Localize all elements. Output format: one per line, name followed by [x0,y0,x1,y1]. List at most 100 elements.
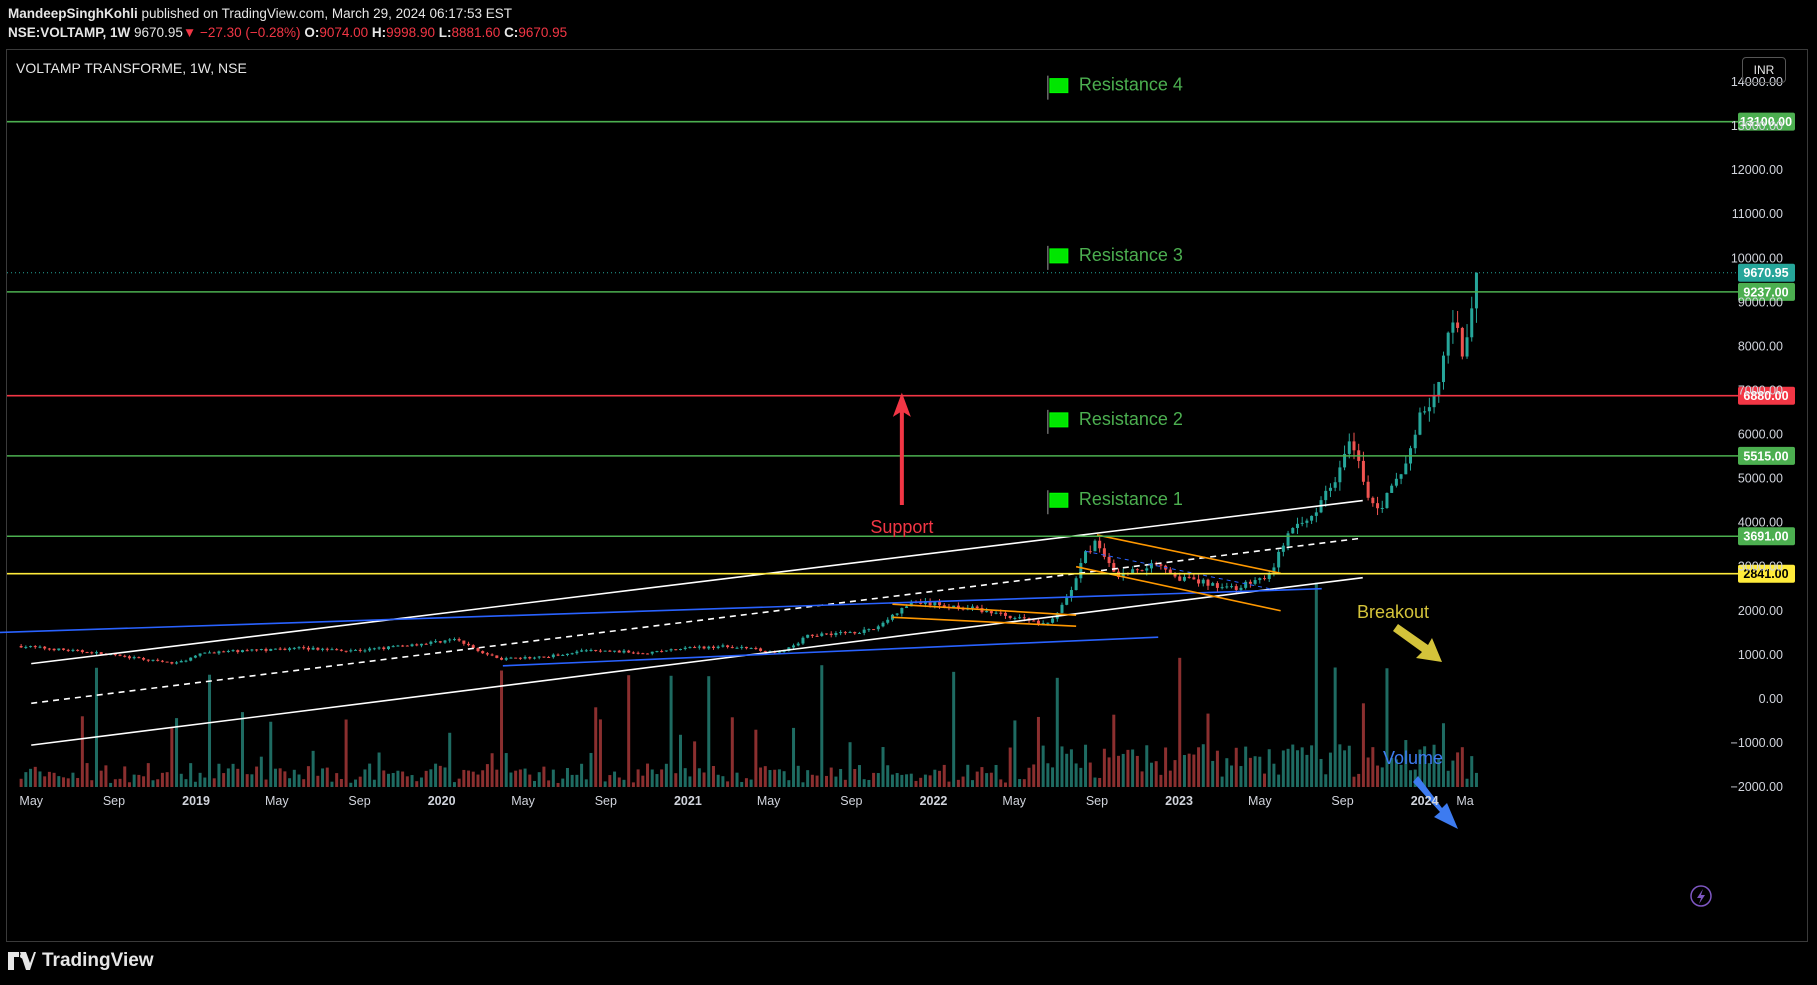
volume-bar [1112,714,1116,787]
volume-bar [1234,747,1238,787]
volume-bar [500,670,504,787]
candle-body [66,649,70,651]
tradingview-brand[interactable]: TradingView [8,950,154,972]
volume-bar [923,774,927,787]
volume-bar [1314,582,1318,787]
level-price-label: 2841.00 [1743,567,1788,581]
candle-body [523,657,527,659]
candle-body [1324,490,1328,501]
volume-bar [222,773,226,787]
volume-bar [448,732,452,787]
volume-bar [1446,770,1450,787]
author-name[interactable]: MandeepSinghKohli [8,6,138,21]
volume-bar [768,770,772,787]
candle-body [1173,573,1177,577]
candle-body [1277,551,1281,568]
candle-body [561,654,565,656]
volume-bar [1272,763,1276,787]
volume-bar [1098,777,1102,787]
close-label: C: [504,25,519,40]
currency-button[interactable]: INR [1742,57,1786,83]
level-price-badge [1738,446,1795,465]
last-price-badge [1738,263,1795,282]
candle-body [825,633,829,635]
candle-body [1470,308,1474,338]
volume-bar [1418,749,1422,787]
candle-body [763,650,767,652]
volume-bar [707,676,711,787]
candle-body [62,648,66,650]
level-price-badge [1738,386,1795,405]
candle-body [1069,590,1073,598]
candle-body [1305,520,1309,523]
breakout-arrow-icon [1393,624,1442,662]
volume-bar [316,775,320,787]
candle-body [547,656,551,658]
volume-bar [561,778,565,787]
candle-body [688,647,692,649]
candle-body [76,649,80,651]
candle-body [193,655,197,658]
volume-bar [532,780,536,787]
volume-bar [1121,753,1125,787]
candle-body [1084,551,1088,564]
volume-bar [29,768,33,787]
volume-bar [1140,771,1144,787]
volume-bar [429,769,433,787]
candle-body [358,649,362,651]
volume-bar [1069,749,1073,787]
candle-body [311,647,315,650]
candle-body [613,650,617,652]
volume-bar [1310,745,1314,787]
candle-body [1310,515,1314,521]
candle-body [226,650,230,652]
volume-bar [801,782,805,787]
volume-bar [38,771,42,787]
volume-bar [1324,774,1328,787]
candle-body [80,650,84,653]
volume-bar [1239,766,1243,787]
candle-body [448,639,452,641]
pattern-trendline [892,616,1077,627]
candle-body [490,654,494,656]
volume-bar [1437,758,1441,787]
candle-body [956,605,960,609]
candle-body [1206,579,1210,586]
volume-bar [250,774,254,787]
candle-body [273,648,277,650]
volume-bar [688,776,692,787]
candle-body [754,648,758,650]
volume-bar [386,773,390,787]
candle-body [928,601,932,606]
pattern-trendline [1096,534,1281,575]
candle-body [697,646,701,648]
candle-body [1432,395,1436,408]
y-tick-label: 8000.00 [1738,339,1783,353]
volume-bar [730,717,734,787]
volume-bar [1390,757,1394,787]
candle-body [368,648,372,651]
volume-bar [1474,772,1478,787]
trendline-mid-channel [31,537,1363,705]
volume-bar [664,763,668,787]
volume-bar [1178,657,1182,787]
volume-bar [820,665,824,787]
volume-bar [542,766,546,787]
volume-bar [523,768,527,787]
volume-bar [1470,756,1474,787]
flag-icon [1049,492,1069,508]
volume-bar [749,779,753,787]
volume-bar [594,707,598,787]
volume-bar [1300,747,1304,787]
volume-bar [744,778,748,787]
candle-body [1201,579,1205,584]
volume-bar [1465,778,1469,787]
x-tick-label: 2023 [1165,794,1193,808]
volume-bar [278,768,282,787]
candle-body [1328,487,1332,491]
candle-body [321,648,325,650]
candle-body [608,650,612,652]
candle-body [1361,460,1365,482]
volume-bar [1079,767,1083,787]
